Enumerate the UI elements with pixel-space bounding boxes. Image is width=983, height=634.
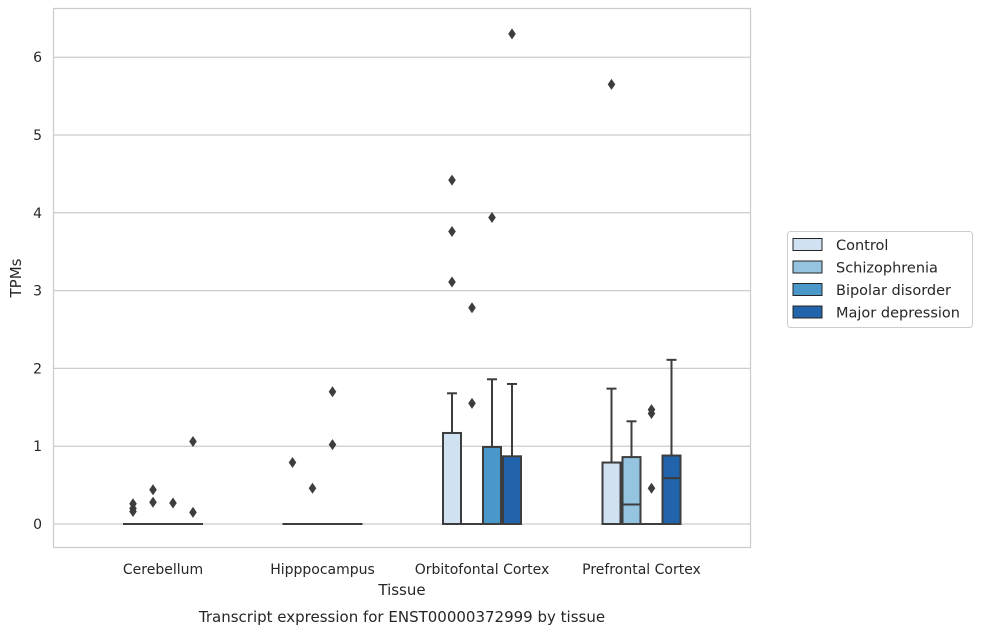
box [442,431,462,525]
box [601,461,622,525]
outlier-point [647,482,656,494]
y-axis-label: TPMs [7,258,25,298]
outlier-point [308,482,317,494]
y-tick-label: 3 [33,284,42,300]
y-tick-label: 6 [33,50,42,66]
outlier-point [328,386,337,398]
plot-frame [52,7,752,549]
legend-label: Control [836,238,888,254]
legend-swatch [792,238,823,251]
legend-swatch [792,260,823,274]
y-tick-label: 1 [33,439,42,455]
y-tick-label: 0 [33,517,42,533]
box-group [502,28,522,525]
outlier-point [468,397,476,409]
outlier-point [448,225,456,237]
grid-lines [53,56,751,525]
legend-label: Major depression [836,306,960,322]
outlier-point [149,484,157,496]
box-group [282,457,303,525]
box [502,455,522,525]
y-tick-label: 4 [33,206,42,222]
x-tick-label: Cerebellum [123,562,203,578]
x-tick-label: Prefrontal Cortex [582,562,701,578]
outlier-point [288,457,297,469]
box-group [302,482,323,525]
outlier-point [149,496,157,508]
outlier-point [647,404,656,416]
legend-swatch [792,283,823,296]
box [621,456,642,526]
box-group [482,211,502,525]
box-plot-series [123,28,682,526]
outlier-point [448,276,456,288]
box-group [123,498,143,525]
box-group [442,174,462,525]
legend-swatch [792,305,823,319]
box-group [601,78,622,525]
box [482,445,502,525]
outlier-point [468,302,476,314]
outlier-point [189,436,197,448]
outlier-point [508,28,516,40]
outlier-point [189,506,197,518]
chart-caption: Transcript expression for ENST0000037299… [198,608,605,626]
outlier-point [607,78,616,90]
box-group [621,420,642,526]
box-group [183,436,203,525]
y-tick-label: 5 [33,128,42,144]
legend-frame [787,231,973,328]
box-group [661,358,682,526]
outlier-point [129,498,137,510]
legend-label: Schizophrenia [836,261,938,277]
box-group [641,404,662,525]
legend: Control Schizophrenia Bipolar disorder Majo… [787,231,973,328]
box-group [163,497,183,525]
x-tick-label: Orbitofontal Cortex [415,562,550,578]
x-tick-label: Hipppocampus [270,562,375,578]
outlier-point [448,174,456,186]
legend-label: Bipolar disorder [836,283,951,299]
outlier-point [488,211,496,223]
x-axis-ticks: Cerebellum Hipppocampus Orbitofontal Corte… [123,562,701,578]
box [661,454,682,526]
x-axis-label: Tissue [377,581,425,599]
outlier-point [169,497,177,509]
box-group [462,302,482,525]
y-tick-label: 2 [33,361,42,377]
box-group [143,484,163,525]
outlier-point [328,439,337,451]
box-group [322,386,343,525]
y-axis-ticks: 0 1 2 3 4 5 6 [33,50,42,533]
